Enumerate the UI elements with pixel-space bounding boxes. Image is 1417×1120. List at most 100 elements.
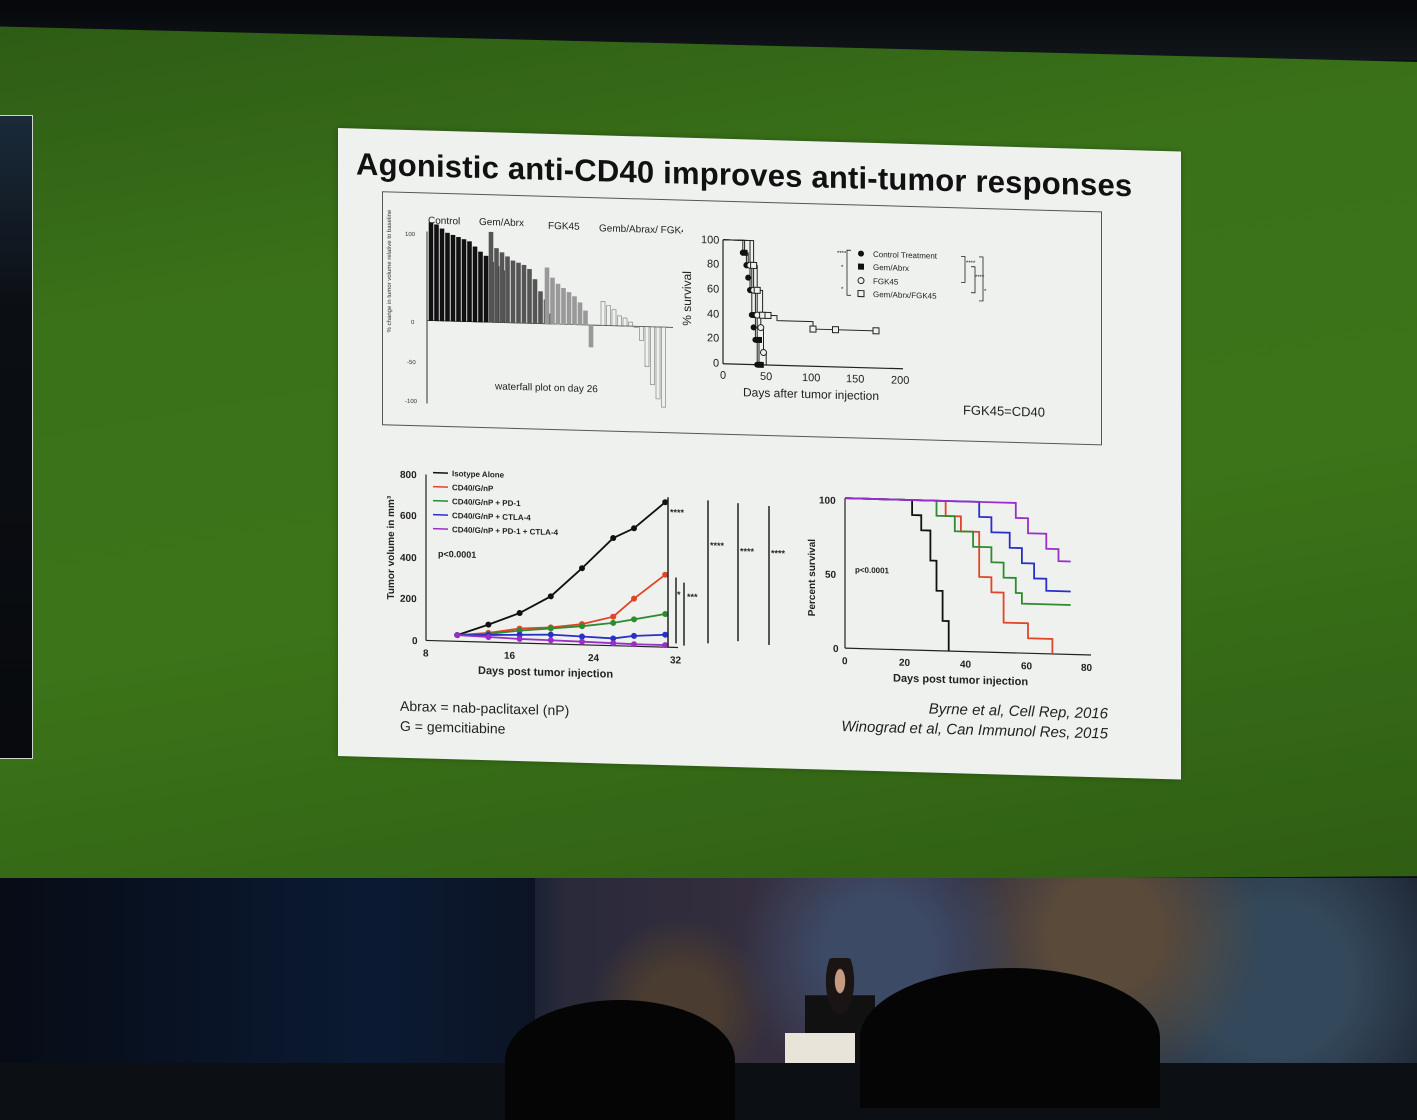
tumor-series-point bbox=[610, 620, 616, 626]
waterfall-bar bbox=[495, 248, 499, 322]
survival-top-point bbox=[751, 262, 757, 268]
sig-mark: **** bbox=[740, 546, 755, 556]
legend-entry: Gem/Abrx/FGK45 bbox=[873, 290, 937, 301]
waterfall-bar bbox=[435, 225, 439, 321]
waterfall-bar bbox=[662, 327, 666, 407]
waterfall-bar bbox=[468, 242, 472, 322]
waterfall-bar bbox=[517, 263, 521, 323]
y-tick: 100 bbox=[819, 495, 836, 506]
y-tick: 400 bbox=[400, 553, 417, 564]
waterfall-bar bbox=[640, 326, 644, 340]
survival-top-curve bbox=[723, 240, 757, 365]
x-tick: 24 bbox=[588, 653, 600, 664]
waterfall-bar bbox=[473, 247, 477, 322]
top-figure-box: Control Gem/Abrx FGK45 Gemb/Abrax/ FGK45… bbox=[382, 191, 1102, 445]
legend-entry: Gem/Abrx bbox=[873, 263, 909, 273]
waterfall-y-tick: 100 bbox=[405, 232, 416, 238]
x-tick: 0 bbox=[720, 370, 726, 382]
survival-top-point bbox=[873, 328, 879, 334]
sig-mark: * bbox=[984, 289, 987, 295]
sig-mark: **** bbox=[837, 251, 847, 257]
tumor-volume-plot: Tumor volume in mm³ 800 600 400 200 0 8 … bbox=[378, 449, 808, 691]
waterfall-plot: Control Gem/Abrx FGK45 Gemb/Abrax/ FGK45… bbox=[383, 192, 683, 430]
survival-top-curves bbox=[723, 240, 879, 371]
waterfall-y-tick: -50 bbox=[407, 360, 416, 366]
waterfall-bar bbox=[612, 310, 616, 326]
waterfall-bar bbox=[500, 253, 504, 323]
waterfall-bar bbox=[446, 233, 450, 321]
survival-top-point bbox=[810, 326, 816, 332]
sig-mark: *** bbox=[687, 592, 698, 602]
tumor-legend: Isotype Alone CD40/G/nP CD40/G/nP + PD-1… bbox=[433, 469, 559, 538]
audience-head bbox=[505, 1000, 735, 1120]
waterfall-bar bbox=[573, 297, 577, 325]
survival-bottom-curve bbox=[845, 498, 1071, 591]
survival-plot-bottom: Percent survival 100 50 0 0 20 40 60 80 … bbox=[803, 461, 1123, 700]
y-tick: 60 bbox=[707, 283, 719, 295]
x-tick: 32 bbox=[670, 655, 682, 666]
survival-bottom-x-label: Days post tumor injection bbox=[893, 673, 1028, 689]
waterfall-caption: waterfall plot on day 26 bbox=[494, 381, 598, 395]
sig-mark: * bbox=[677, 589, 681, 599]
waterfall-bar bbox=[607, 305, 611, 325]
x-tick: 16 bbox=[504, 651, 516, 662]
waterfall-y-label: % change in tumor volume relative to bas… bbox=[387, 209, 393, 333]
podium bbox=[785, 1033, 855, 1063]
waterfall-group-label: Gem/Abrx bbox=[479, 217, 524, 229]
legend-entry: CD40/G/nP + CTLA-4 bbox=[452, 511, 531, 522]
waterfall-bar bbox=[578, 303, 582, 325]
survival-top-point bbox=[761, 349, 767, 355]
y-tick: 50 bbox=[825, 570, 837, 581]
waterfall-y-tick: 0 bbox=[411, 320, 415, 326]
footnote-abrax: Abrax = nab-paclitaxel (nP) bbox=[400, 698, 569, 719]
tumor-series-point bbox=[454, 632, 460, 638]
x-tick: 20 bbox=[899, 658, 911, 669]
survival-top-point bbox=[742, 250, 748, 256]
tumor-series-point bbox=[579, 639, 585, 645]
waterfall-bar bbox=[618, 316, 622, 326]
waterfall-bar bbox=[567, 292, 571, 324]
x-tick: 0 bbox=[842, 656, 848, 667]
tumor-y-label: Tumor volume in mm³ bbox=[386, 495, 397, 600]
sig-mark: **** bbox=[975, 275, 985, 281]
survival-top-curve bbox=[723, 240, 766, 365]
survival-bottom-y-label: Percent survival bbox=[807, 539, 818, 617]
audience-head bbox=[860, 968, 1160, 1108]
x-tick: 60 bbox=[1021, 661, 1033, 672]
sig-mark: * bbox=[841, 287, 844, 293]
waterfall-bar bbox=[589, 325, 593, 347]
x-tick: 40 bbox=[960, 659, 972, 670]
waterfall-group-label: Gemb/Abrax/ FGK45 bbox=[599, 223, 683, 237]
y-tick: 80 bbox=[707, 258, 719, 270]
x-tick: 150 bbox=[846, 373, 864, 386]
survival-top-x-label: Days after tumor injection bbox=[743, 385, 879, 403]
y-tick: 100 bbox=[701, 234, 719, 247]
waterfall-bar bbox=[545, 268, 549, 324]
x-tick: 200 bbox=[891, 374, 909, 387]
survival-top-y-label: % survival bbox=[681, 271, 694, 326]
legend-entry: Isotype Alone bbox=[452, 469, 505, 479]
y-tick: 800 bbox=[400, 470, 417, 481]
waterfall-bar bbox=[623, 318, 627, 326]
survival-top-point bbox=[765, 312, 771, 318]
survival-plot-top: % survival 100 80 60 40 20 0 0 50 100 15… bbox=[681, 201, 1101, 443]
waterfall-bar bbox=[440, 229, 444, 321]
sig-mark: **** bbox=[670, 507, 685, 517]
waterfall-bar bbox=[634, 326, 638, 327]
sig-mark: **** bbox=[771, 548, 786, 558]
waterfall-bar bbox=[528, 269, 532, 323]
footnote-gem: G = gemcitiabine bbox=[400, 718, 505, 737]
waterfall-group-label: FGK45 bbox=[548, 221, 580, 233]
x-tick: 8 bbox=[423, 648, 429, 659]
tumor-series-point bbox=[485, 622, 491, 628]
tumor-x-label: Days post tumor injection bbox=[478, 665, 613, 681]
tumor-series-point bbox=[579, 633, 585, 639]
tumor-series-point bbox=[631, 633, 637, 639]
waterfall-bar bbox=[601, 301, 605, 325]
side-screen bbox=[0, 115, 33, 759]
waterfall-bar bbox=[562, 288, 566, 324]
y-tick: 0 bbox=[713, 357, 719, 369]
legend-entry: CD40/G/nP bbox=[452, 483, 494, 493]
waterfall-bar bbox=[462, 239, 466, 321]
presentation-slide: Agonistic anti-CD40 improves anti-tumor … bbox=[338, 128, 1181, 780]
